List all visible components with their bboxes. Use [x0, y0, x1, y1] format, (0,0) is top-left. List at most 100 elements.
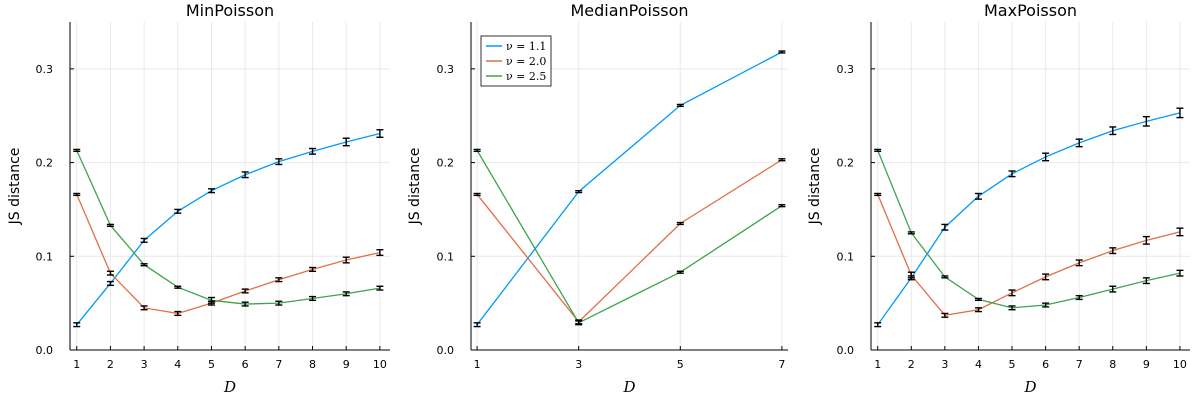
y-tick-label: 0.3	[36, 63, 54, 76]
x-axis-label: D	[622, 378, 635, 396]
error-bar	[473, 148, 481, 153]
error-bar	[874, 148, 882, 153]
error-bar	[1008, 289, 1016, 297]
panel-title: MaxPoisson	[984, 1, 1077, 20]
x-tick-label: 8	[1109, 358, 1116, 371]
y-axis-label: JS distance	[7, 148, 23, 226]
error-bar	[73, 192, 81, 197]
error-bar	[140, 263, 148, 267]
error-bar	[874, 322, 882, 328]
error-bar	[974, 192, 982, 200]
error-bar	[207, 188, 215, 194]
error-bar	[1075, 138, 1083, 148]
x-tick-label: 9	[343, 358, 350, 371]
error-bar	[376, 249, 384, 257]
x-tick-label: 3	[941, 358, 948, 371]
x-tick-label: 7	[778, 358, 785, 371]
error-bar	[140, 305, 148, 311]
error-bar	[974, 297, 982, 302]
x-tick-label: 9	[1143, 358, 1150, 371]
x-tick-label: 1	[474, 358, 481, 371]
error-bar	[275, 277, 283, 283]
error-bar	[1042, 152, 1050, 162]
x-tick-label: 1	[73, 358, 80, 371]
x-tick-label: 7	[275, 358, 282, 371]
x-tick-label: 4	[975, 358, 982, 371]
error-bar	[106, 223, 114, 227]
series-1	[76, 132, 381, 326]
error-bar	[1109, 247, 1117, 255]
x-tick-label: 5	[208, 358, 215, 371]
series-2	[476, 159, 783, 323]
y-tick-label: 0.1	[36, 250, 54, 263]
error-bar	[676, 270, 684, 274]
error-bar	[106, 270, 114, 276]
error-bar	[275, 300, 283, 306]
legend-label: ν = 2.0	[506, 55, 546, 68]
y-tick-label: 0.1	[437, 250, 455, 263]
y-axis-label: JS distance	[407, 148, 423, 226]
error-bar	[342, 291, 350, 297]
error-bar	[1176, 269, 1184, 277]
error-bar	[941, 275, 949, 279]
error-bar	[1109, 285, 1117, 293]
series-2	[76, 194, 381, 315]
grid	[70, 22, 390, 351]
error-bar	[874, 192, 882, 197]
error-bar	[1075, 259, 1083, 267]
error-bar	[376, 129, 384, 138]
error-bar	[1042, 302, 1050, 308]
grid	[871, 22, 1190, 351]
series-3	[877, 150, 1181, 309]
x-tick-label: 10	[1173, 358, 1187, 371]
x-tick-label: 2	[107, 358, 114, 371]
series-3	[76, 150, 380, 305]
error-bar	[1176, 107, 1184, 119]
error-bars-3	[473, 148, 786, 326]
error-bar	[778, 50, 786, 54]
series-2	[877, 194, 1181, 317]
error-bar	[309, 266, 317, 272]
error-bar	[275, 158, 283, 166]
error-bar	[241, 171, 249, 179]
error-bars-1	[473, 50, 786, 328]
y-tick-label: 0.0	[437, 344, 455, 357]
error-bars-3	[874, 148, 1184, 311]
series-line	[877, 112, 1181, 326]
error-bar	[309, 147, 317, 155]
y-tick-label: 0.3	[437, 63, 455, 76]
y-axis-label: JS distance	[807, 148, 823, 226]
chart-panel-3: 1 2 3 4 5 6 7 8 9 10 0.0 0.1 0.2 0.3 MaxPoisson JS dist…	[807, 1, 1190, 396]
x-tick-label: 5	[677, 358, 684, 371]
error-bar	[342, 256, 350, 264]
error-bar	[73, 148, 81, 153]
error-bar	[140, 237, 148, 243]
error-bars-2	[473, 158, 786, 325]
series-1	[877, 112, 1181, 326]
error-bar	[241, 288, 249, 294]
error-bar	[309, 295, 317, 302]
panel-title: MedianPoisson	[570, 1, 688, 20]
x-tick-label: 1	[874, 358, 881, 371]
error-bar	[575, 189, 583, 194]
y-tick-label: 0.2	[437, 157, 455, 170]
series-line	[76, 194, 381, 315]
error-bar	[342, 137, 350, 147]
x-tick-label: 7	[1076, 358, 1083, 371]
x-tick-label: 8	[309, 358, 316, 371]
error-bars-1	[73, 129, 384, 328]
error-bar	[1042, 273, 1050, 281]
error-bar	[106, 280, 114, 287]
error-bar	[73, 322, 81, 328]
series-line	[877, 150, 1181, 309]
series-line	[76, 132, 381, 326]
x-axis-label: D	[1023, 378, 1036, 396]
error-bar	[473, 192, 481, 197]
error-bar	[1142, 277, 1150, 285]
error-bar	[241, 301, 249, 307]
error-bar	[174, 208, 182, 214]
series-line	[476, 159, 783, 323]
x-tick-label: 4	[174, 358, 181, 371]
x-tick-label: 6	[242, 358, 249, 371]
x-tick-label: 5	[1009, 358, 1016, 371]
